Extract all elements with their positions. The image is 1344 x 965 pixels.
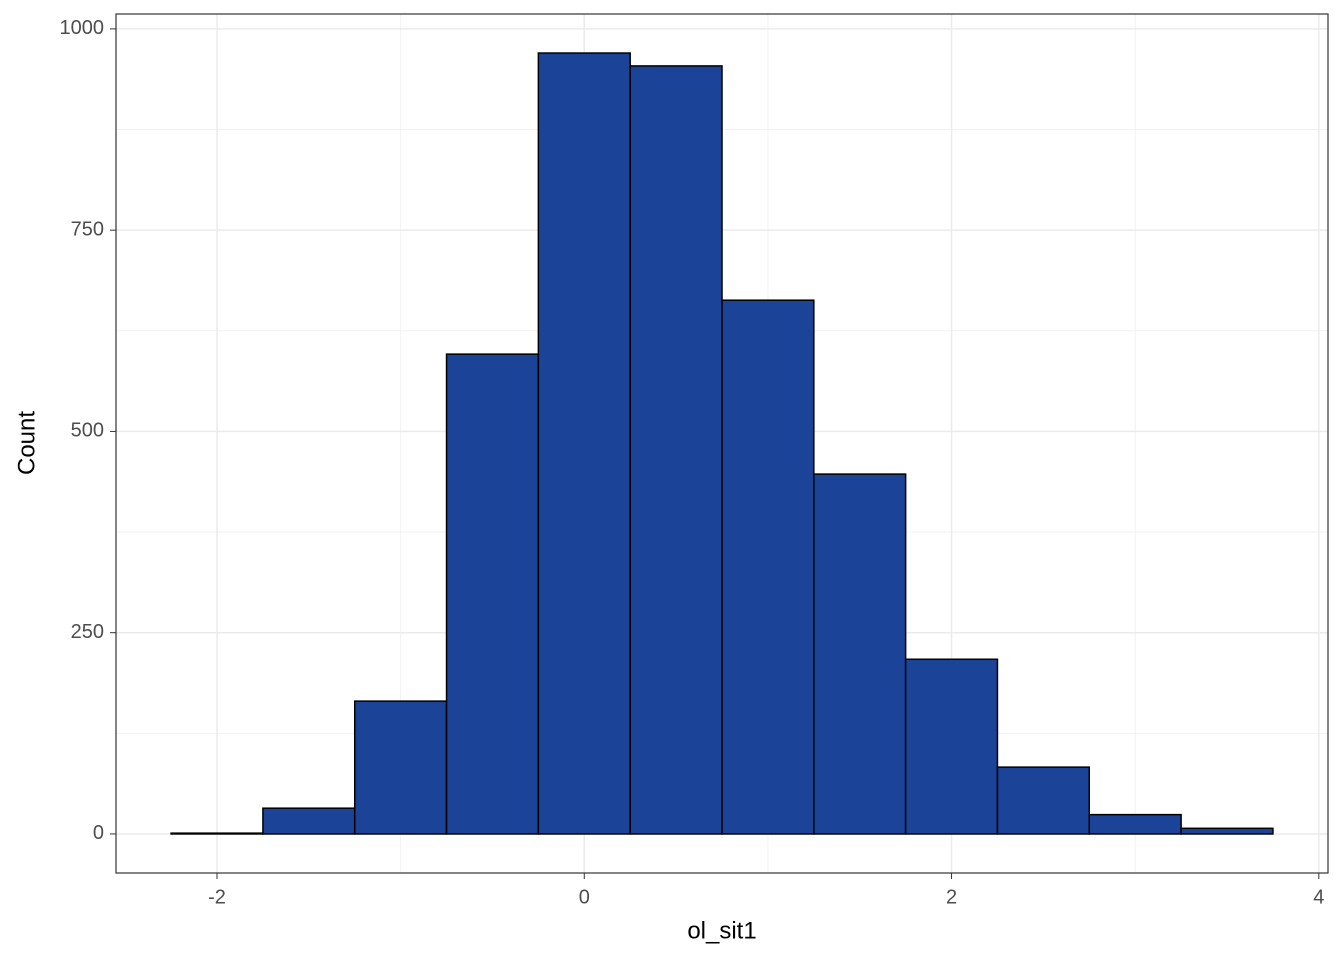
bar: [353, 700, 448, 835]
bar: [904, 658, 999, 835]
bar: [996, 766, 1091, 835]
bar: [1088, 813, 1182, 835]
bar: [262, 807, 356, 835]
bar: [445, 353, 540, 835]
x-tick-label: 2: [946, 886, 957, 908]
y-tick-label: 250: [71, 621, 104, 643]
y-tick-label: 0: [93, 822, 104, 844]
bar: [537, 52, 631, 835]
bar: [170, 832, 264, 835]
x-tick-label: 0: [579, 886, 590, 908]
x-tick-label: 4: [1313, 886, 1324, 908]
y-axis-label: Count: [13, 411, 40, 475]
y-tick-label: 500: [71, 420, 104, 442]
y-tick-label: 1000: [60, 17, 105, 39]
x-axis-label: ol_sit1: [687, 917, 756, 944]
panel-border: [115, 13, 1329, 874]
x-tick-label: -2: [208, 886, 226, 908]
bar: [629, 65, 723, 835]
bar: [1180, 827, 1274, 835]
bar: [721, 299, 815, 835]
bar: [813, 473, 907, 835]
y-tick-label: 750: [71, 218, 104, 240]
